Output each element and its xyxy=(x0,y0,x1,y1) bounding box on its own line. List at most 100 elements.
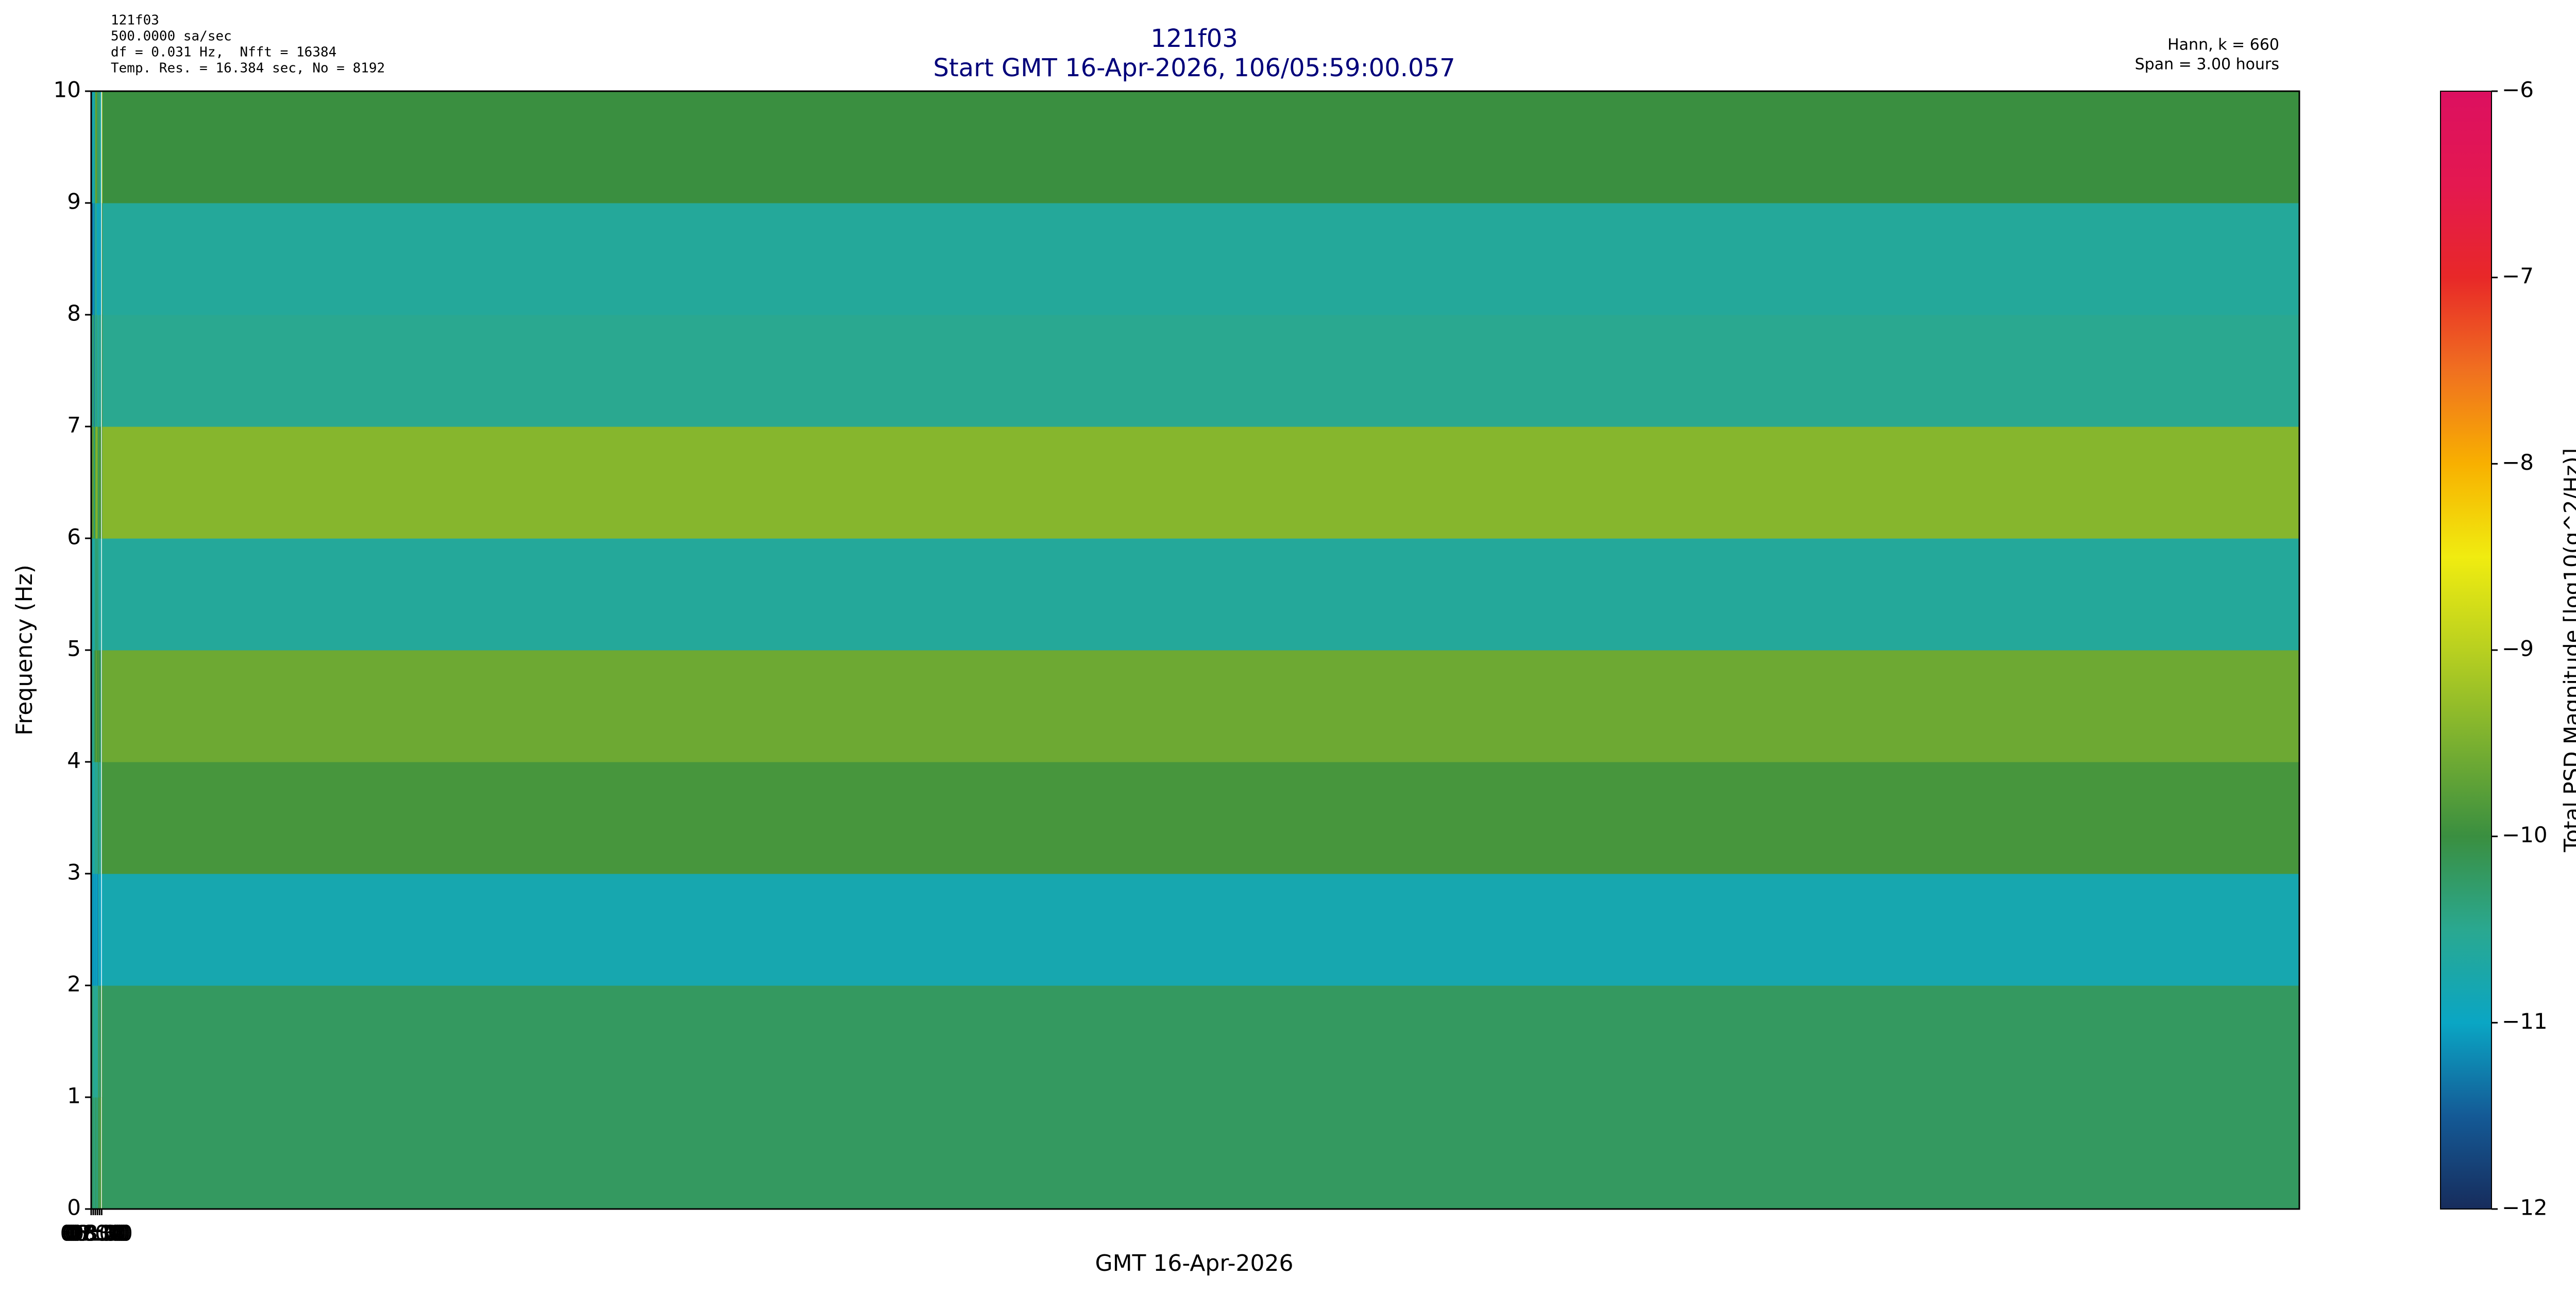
heatmap-cell xyxy=(95,427,96,539)
heatmap-cell xyxy=(96,91,98,203)
heatmap-cell xyxy=(92,874,94,986)
heatmap-cell xyxy=(96,203,98,315)
heatmap-cell xyxy=(95,762,96,874)
heatmap-cell xyxy=(100,874,101,986)
colorbar-tick-label: −12 xyxy=(2502,1195,2548,1220)
heatmap-cell xyxy=(92,538,94,651)
heatmap-cell xyxy=(92,985,94,1098)
x-tick-label: 07:00 xyxy=(64,1221,127,1246)
heatmap-cell xyxy=(98,427,99,539)
heatmap-cell xyxy=(94,762,95,874)
y-tick-label: 5 xyxy=(67,636,81,661)
heatmap-cell xyxy=(94,874,96,986)
heatmap-cell xyxy=(92,427,93,539)
colorbar-tick-label: −11 xyxy=(2502,1009,2548,1034)
colorbar-tick-label: −9 xyxy=(2502,636,2534,661)
heatmap-cell xyxy=(92,315,94,427)
heatmap-cell xyxy=(101,762,103,874)
x-tick-label: 08:00 xyxy=(69,1221,131,1246)
heatmap-cell xyxy=(92,315,93,427)
heatmap-cell xyxy=(96,874,98,986)
heatmap-cell xyxy=(94,315,95,427)
chart-title: 121f03 xyxy=(1150,24,1238,53)
heatmap-cell xyxy=(93,874,94,986)
heatmap-cell xyxy=(103,762,2300,874)
y-tick-label: 10 xyxy=(54,77,81,103)
heatmap-cell xyxy=(94,874,95,986)
heatmap-cell xyxy=(95,874,96,986)
info-text: Hann, k = 660 xyxy=(2167,36,2279,54)
heatmap-cell xyxy=(94,985,95,1098)
heatmap-cell xyxy=(98,1097,100,1210)
colorbar xyxy=(2440,91,2492,1210)
heatmap-cell xyxy=(98,650,99,762)
heatmap-cell xyxy=(92,91,93,203)
heatmap-cell xyxy=(93,985,94,1098)
y-tick-label: 4 xyxy=(67,748,81,773)
heatmap-cell xyxy=(103,650,2300,762)
heatmap-cell xyxy=(94,1097,96,1210)
heatmap-cell xyxy=(100,203,101,315)
heatmap-cell xyxy=(94,427,95,539)
heatmap-cell xyxy=(93,91,94,203)
heatmap-cell xyxy=(98,762,99,874)
heatmap-cell xyxy=(96,1097,98,1210)
heatmap-cell xyxy=(92,650,94,762)
heatmap-cell xyxy=(97,91,99,203)
heatmap-cell xyxy=(94,91,96,203)
heatmap-cell xyxy=(93,538,94,651)
heatmap-cell xyxy=(92,1097,94,1210)
heatmap-cell xyxy=(96,762,97,874)
y-tick-label: 0 xyxy=(67,1195,81,1220)
heatmap-cell xyxy=(92,762,93,874)
heatmap-cell xyxy=(92,91,94,203)
heatmap-cell xyxy=(98,315,100,427)
heatmap-cell xyxy=(97,427,99,539)
heatmap-cell xyxy=(94,538,95,651)
heatmap-cell xyxy=(103,874,2300,986)
heatmap-cell xyxy=(96,1097,97,1210)
heatmap-cell xyxy=(96,874,97,986)
heatmap-cell xyxy=(96,650,97,762)
colorbar-tick-label: −10 xyxy=(2502,822,2548,847)
heatmap-cell xyxy=(101,203,103,315)
heatmap-cell xyxy=(100,985,101,1098)
heatmap-cell xyxy=(98,874,99,986)
heatmap-cell xyxy=(94,427,96,539)
heatmap-cell xyxy=(99,538,101,651)
heatmap-cell xyxy=(97,203,99,315)
heatmap-cell xyxy=(94,91,95,203)
heatmap-cell xyxy=(95,538,96,651)
heatmap-cell xyxy=(94,650,95,762)
heatmap-cell xyxy=(99,203,101,315)
heatmap-cell xyxy=(92,538,93,651)
colorbar-label: Total PSD Magnitude [log10(g^2/Hz)] xyxy=(2560,448,2576,853)
heatmap-cell xyxy=(92,762,94,874)
x-tick-label: 08:30 xyxy=(71,1221,133,1246)
x-tick-label: 06:30 xyxy=(62,1221,125,1246)
heatmap-cell xyxy=(96,650,98,762)
heatmap-cell xyxy=(96,315,98,427)
heatmap-cell xyxy=(96,985,98,1098)
heatmap-cell xyxy=(93,650,94,762)
x-tick-label: 07:30 xyxy=(66,1221,129,1246)
heatmap-cell xyxy=(92,985,93,1098)
heatmap-cell xyxy=(101,538,103,651)
heatmap-cell xyxy=(93,203,94,315)
heatmap-cell xyxy=(99,427,101,539)
heatmap-cell xyxy=(94,315,96,427)
info-text: 121f03 xyxy=(111,13,159,28)
heatmap-cell xyxy=(97,762,99,874)
heatmap-cell xyxy=(92,203,93,315)
heatmap-cell xyxy=(96,762,98,874)
y-axis-label: Frequency (Hz) xyxy=(11,565,38,736)
heatmap-cell xyxy=(101,91,103,203)
heatmap-cell xyxy=(98,985,100,1098)
colorbar-tick-label: −8 xyxy=(2502,450,2534,475)
heatmap-cell xyxy=(103,427,2300,539)
chart-subtitle: Start GMT 16-Apr-2026, 106/05:59:00.057 xyxy=(933,54,1455,82)
heatmap-cell xyxy=(98,1097,99,1210)
heatmap-cell xyxy=(100,538,101,651)
heatmap-cell xyxy=(101,315,103,427)
heatmap-cell xyxy=(100,762,101,874)
